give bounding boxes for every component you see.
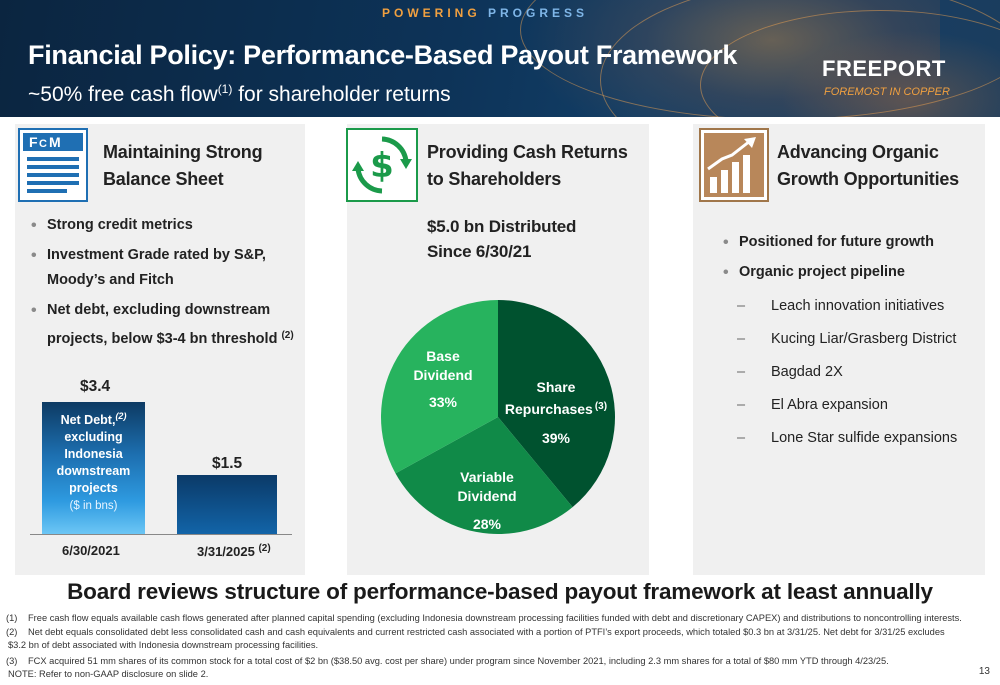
- project-item: Bagdad 2X: [726, 362, 986, 382]
- footnote-3: (3) FCX acquired 51 mm shares of its comm…: [6, 655, 889, 667]
- x-label-3-31-2025-text: 3/31/2025: [197, 544, 255, 559]
- slice-base-dividend: [381, 300, 498, 474]
- panel1-title-line2: Balance Sheet: [103, 169, 224, 189]
- project-item: Leach innovation initiatives: [726, 296, 986, 316]
- panel2-title-line2: to Shareholders: [427, 169, 562, 189]
- panel2-title-line1: Providing Cash Returns: [427, 142, 628, 162]
- bullet-net-debt: Net debt, excluding downstream projects,…: [31, 298, 301, 352]
- panel3-title-line2: Growth Opportunities: [777, 169, 959, 189]
- footnote-2: (2) Net debt equals consolidated debt les…: [6, 626, 945, 638]
- freeport-logo: FREEPORT: [822, 56, 946, 81]
- page-title: Financial Policy: Performance-Based Payo…: [28, 40, 738, 70]
- header-banner: POWERING PROGRESS Financial Policy: Perf…: [0, 0, 1000, 117]
- bar1-text-line2: excluding: [64, 430, 123, 445]
- subtitle-footnote-ref: (1): [217, 82, 233, 96]
- footnote-1: (1) Free cash flow equals available cash …: [6, 612, 962, 624]
- footnote-3-text: FCX acquired 51 mm shares of its common …: [28, 656, 889, 666]
- bar1-text-line1: Net Debt,: [60, 413, 116, 428]
- panel1-title: Maintaining Strong Balance Sheet: [103, 139, 263, 193]
- footnote-2-text: Net debt equals consolidated debt less c…: [28, 627, 945, 637]
- svg-text:C: C: [39, 138, 47, 150]
- bar-3-31-2025: [177, 475, 277, 534]
- slice-variable-dividend: [395, 417, 573, 534]
- bar2-value-label: $1.5: [212, 455, 243, 472]
- pie-chart: [381, 300, 615, 534]
- base-label-line1: Base: [426, 348, 460, 364]
- tagline: POWERING PROGRESS: [382, 6, 588, 20]
- panel1-title-line1: Maintaining Strong: [103, 142, 263, 162]
- pie-label-base: Base Dividend 33%: [400, 347, 486, 412]
- panel3-title-line1: Advancing Organic: [777, 142, 939, 162]
- variable-label-line1: Variable: [460, 469, 514, 485]
- pie-chart-title: $5.0 bn Distributed Since 6/30/21: [427, 214, 576, 264]
- page-number: 13: [978, 666, 990, 677]
- footnote-1-num: (1): [6, 613, 18, 623]
- share-label-line2: Repurchases: [504, 401, 593, 417]
- pie-title-line1: $5.0 bn Distributed: [427, 217, 577, 236]
- bar1-text-line3: Indonesia: [64, 447, 123, 462]
- base-pct: 33%: [428, 394, 458, 410]
- project-item: Lone Star sulfide expansions: [726, 428, 986, 448]
- dollar-cycle-icon: $: [345, 127, 419, 208]
- subtitle-suffix: for shareholder returns: [232, 83, 451, 106]
- bar1-text-ref: (2): [115, 411, 127, 421]
- bullet-future-growth: Positioned for future growth: [723, 230, 983, 255]
- x-label-3-31-2025: 3/31/2025 (2): [197, 543, 271, 559]
- x-label-6-30-2021: 6/30/2021: [62, 543, 120, 558]
- bullet-investment-grade: Investment Grade rated by S&P, Moody’s a…: [31, 243, 301, 293]
- tagline-powering: POWERING: [382, 6, 481, 20]
- tagline-progress: PROGRESS: [488, 6, 589, 20]
- page-subtitle: ~50% free cash flow(1) for shareholder r…: [28, 82, 451, 107]
- share-label-ref: (3): [594, 401, 608, 412]
- board-review-banner: Board reviews structure of performance-b…: [67, 579, 933, 604]
- svg-text:$: $: [370, 146, 394, 186]
- variable-pct: 28%: [472, 516, 502, 532]
- footnote-2-cont: $3.2 bn of debt associated with Indonesi…: [8, 640, 319, 650]
- svg-text:F: F: [29, 134, 38, 150]
- svg-text:M: M: [49, 134, 61, 150]
- panel2-title: Providing Cash Returns to Shareholders: [427, 139, 628, 193]
- bullet-net-debt-text: Net debt, excluding downstream projects,…: [47, 302, 278, 347]
- logo-tagline: FOREMOST IN COPPER: [824, 86, 950, 98]
- footnote-2-num: (2): [6, 627, 18, 637]
- bar-chart-baseline: [30, 534, 292, 535]
- project-item: Kucing Liar/Grasberg District: [726, 329, 986, 349]
- bullet-credit-metrics: Strong credit metrics: [31, 213, 301, 238]
- base-label-line2: Dividend: [413, 367, 473, 383]
- panel3-title: Advancing Organic Growth Opportunities: [777, 139, 959, 193]
- bullet-project-pipeline: Organic project pipeline: [723, 260, 983, 285]
- fcx-document-icon: F C M: [17, 127, 89, 208]
- variable-label-line2: Dividend: [457, 488, 517, 504]
- bar-6-30-2021: [42, 402, 145, 534]
- project-item: El Abra expansion: [726, 395, 986, 415]
- footnote-1-text: Free cash flow equals available cash flo…: [28, 613, 962, 623]
- bar1-value-label: $3.4: [80, 378, 111, 395]
- bar1-inner-text: Net Debt,(2) excluding Indonesia downstr…: [42, 408, 145, 497]
- x-label-ref: (2): [258, 543, 271, 554]
- bullet-net-debt-ref: (2): [281, 330, 294, 341]
- pie-label-share: Share Repurchases (3) 39%: [500, 378, 612, 448]
- bar-units-label: ($ in bns): [69, 500, 118, 512]
- bar1-text-line4: downstream: [56, 464, 131, 479]
- footnote-3-num: (3): [6, 656, 18, 666]
- panel1-bullets: Strong credit metrics Investment Grade r…: [31, 213, 301, 357]
- pie-title-line2: Since 6/30/21: [427, 242, 532, 261]
- growth-chart-icon: [698, 127, 770, 208]
- panel3-bullets: Positioned for future growth Organic pro…: [723, 230, 983, 290]
- pie-label-variable: Variable Dividend 28%: [444, 468, 530, 534]
- slice-share-repurchases: [498, 300, 615, 508]
- subtitle-prefix: ~50% free cash flow: [28, 83, 218, 106]
- bar1-text-line5: projects: [69, 481, 118, 496]
- non-gaap-note: NOTE: Refer to non-GAAP disclosure on sl…: [8, 669, 209, 679]
- share-label-line1: Share: [536, 379, 576, 395]
- share-pct: 39%: [541, 430, 571, 446]
- project-sublist: Leach innovation initiatives Kucing Liar…: [726, 296, 986, 461]
